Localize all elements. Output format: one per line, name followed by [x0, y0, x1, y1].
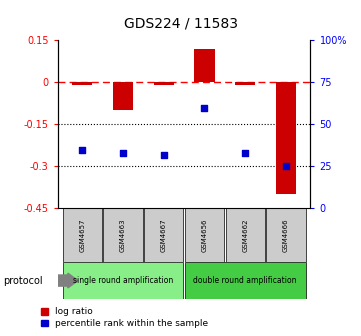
- Text: GSM4656: GSM4656: [201, 218, 208, 252]
- Bar: [113, 82, 133, 110]
- Legend: log ratio, percentile rank within the sample: log ratio, percentile rank within the sa…: [41, 307, 208, 328]
- Point: [120, 150, 126, 156]
- Text: double round amplification: double round amplification: [193, 276, 297, 285]
- Bar: [276, 82, 296, 194]
- Bar: [72, 82, 92, 85]
- FancyArrow shape: [58, 273, 78, 288]
- Bar: [226, 208, 265, 262]
- Point: [242, 150, 248, 156]
- Bar: [235, 82, 256, 85]
- Bar: [194, 49, 215, 82]
- Point: [201, 105, 207, 110]
- Text: GDS224 / 11583: GDS224 / 11583: [123, 17, 238, 31]
- Bar: [185, 262, 305, 299]
- Point: [161, 152, 167, 157]
- Bar: [103, 208, 143, 262]
- Bar: [153, 82, 174, 85]
- Point: [79, 147, 85, 152]
- Text: GSM4667: GSM4667: [161, 218, 167, 252]
- Bar: [185, 208, 224, 262]
- Text: GSM4662: GSM4662: [242, 218, 248, 252]
- Point: [283, 164, 289, 169]
- Text: GSM4657: GSM4657: [79, 218, 85, 252]
- Text: GSM4663: GSM4663: [120, 218, 126, 252]
- Bar: [63, 208, 102, 262]
- Text: GSM4666: GSM4666: [283, 218, 289, 252]
- Bar: [266, 208, 305, 262]
- Bar: [144, 208, 183, 262]
- Bar: [63, 262, 183, 299]
- Text: single round amplification: single round amplification: [73, 276, 173, 285]
- Text: protocol: protocol: [4, 276, 43, 286]
